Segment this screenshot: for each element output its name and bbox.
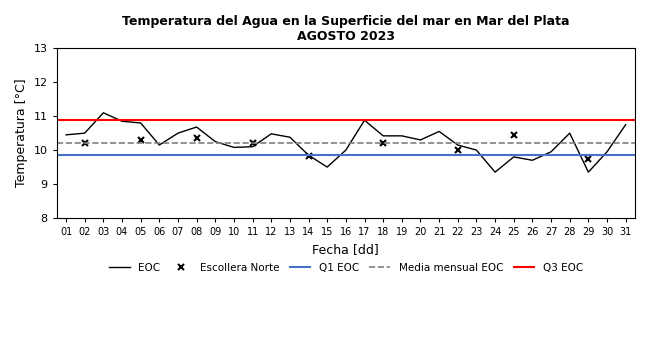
EOC [174, 131, 182, 135]
Escollera Norte [379, 141, 387, 146]
EOC [342, 148, 350, 152]
Q3 EOC [44, 117, 51, 122]
EOC [361, 118, 369, 122]
EOC [398, 134, 406, 138]
EOC [603, 150, 611, 154]
EOC [249, 144, 257, 149]
Media mensual EOC [44, 141, 51, 146]
EOC [136, 121, 144, 125]
EOC [118, 119, 126, 123]
EOC [584, 170, 592, 174]
Escollera Norte [584, 156, 592, 161]
Escollera Norte [192, 136, 200, 140]
EOC [454, 143, 462, 147]
Q1 EOC [44, 153, 51, 158]
EOC [566, 131, 573, 135]
EOC [473, 148, 480, 152]
Media mensual EOC [62, 141, 70, 146]
EOC [323, 165, 331, 169]
EOC [622, 122, 630, 127]
EOC [155, 143, 163, 147]
EOC [81, 131, 88, 135]
EOC [510, 155, 517, 159]
EOC [211, 139, 219, 144]
Q3 EOC [62, 117, 70, 122]
EOC [491, 170, 499, 174]
Escollera Norte [81, 141, 88, 146]
Escollera Norte [249, 141, 257, 146]
EOC [62, 132, 70, 137]
EOC [286, 135, 294, 139]
EOC [528, 158, 536, 163]
EOC [192, 125, 200, 129]
X-axis label: Fecha [dd]: Fecha [dd] [313, 242, 379, 256]
EOC [436, 129, 443, 134]
EOC [230, 145, 238, 150]
EOC [305, 153, 313, 158]
EOC [267, 132, 275, 136]
Line: EOC: EOC [66, 113, 626, 172]
Line: Escollera Norte: Escollera Norte [81, 131, 592, 162]
Legend: EOC, Escollera Norte, Q1 EOC, Media mensual EOC, Q3 EOC: EOC, Escollera Norte, Q1 EOC, Media mens… [105, 259, 587, 277]
Title: Temperatura del Agua en la Superficie del mar en Mar del Plata
AGOSTO 2023: Temperatura del Agua en la Superficie de… [122, 15, 569, 43]
EOC [417, 138, 424, 142]
Q1 EOC [62, 153, 70, 158]
EOC [99, 111, 107, 115]
Escollera Norte [136, 138, 144, 142]
EOC [379, 134, 387, 138]
Escollera Norte [305, 154, 313, 158]
EOC [547, 150, 555, 154]
Escollera Norte [510, 132, 517, 137]
Y-axis label: Temperatura [°C]: Temperatura [°C] [15, 79, 28, 187]
Escollera Norte [454, 148, 462, 152]
